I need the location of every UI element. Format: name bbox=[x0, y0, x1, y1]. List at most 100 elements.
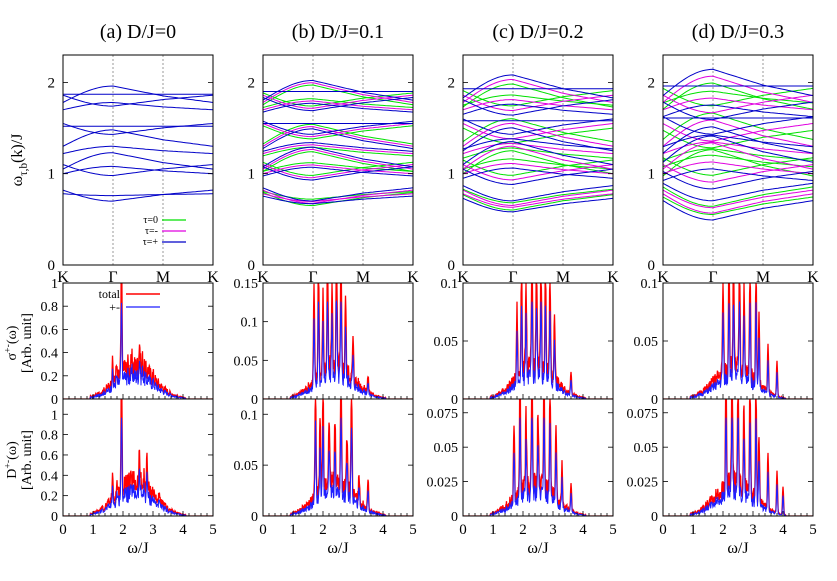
band-line bbox=[462, 147, 614, 159]
y-tick-label: 1 bbox=[648, 167, 656, 183]
band-line bbox=[262, 80, 414, 101]
y-tick-label: 0 bbox=[448, 258, 456, 274]
x-tick-label: 1 bbox=[489, 522, 497, 538]
spectrum-frame bbox=[462, 398, 614, 517]
y-tick-label: 0 bbox=[248, 258, 256, 274]
band-line bbox=[662, 149, 814, 177]
x-tick-label: 2 bbox=[119, 522, 127, 538]
band-line bbox=[462, 167, 614, 179]
band-line bbox=[462, 141, 614, 166]
legend-label: τ=- bbox=[145, 226, 158, 237]
band-line bbox=[462, 99, 614, 116]
band-line bbox=[662, 134, 814, 148]
band-line bbox=[62, 85, 214, 103]
band-line bbox=[262, 123, 414, 138]
y-tick-label: 0.075 bbox=[627, 407, 659, 422]
x-tick-label: 2 bbox=[319, 522, 327, 538]
band-line bbox=[662, 101, 814, 121]
dens-ylabel-unit: [Arb. unit] bbox=[20, 430, 35, 490]
band-line bbox=[462, 185, 614, 202]
band-line bbox=[262, 94, 414, 109]
x-tick-label: 1 bbox=[289, 522, 297, 538]
spectrum-frame bbox=[662, 398, 814, 517]
y-tick-label: 0.1 bbox=[241, 316, 259, 331]
band-line bbox=[462, 189, 614, 207]
total-line bbox=[263, 399, 413, 516]
band-legend: τ=0τ=-τ=+ bbox=[143, 215, 186, 248]
y-tick-label: 2 bbox=[448, 75, 456, 91]
y-tick-label: 0.2 bbox=[41, 370, 59, 385]
band-line bbox=[262, 187, 414, 202]
band-line bbox=[462, 118, 614, 143]
legend-label: τ=+ bbox=[143, 237, 159, 248]
y-tick-label: 0.025 bbox=[627, 476, 659, 491]
y-tick-label: 2 bbox=[48, 75, 56, 91]
band-line bbox=[462, 197, 614, 213]
band-line bbox=[462, 99, 614, 111]
band-line bbox=[262, 146, 414, 168]
band-line bbox=[662, 164, 814, 183]
pm-line bbox=[63, 302, 213, 399]
x-axis-label: ω/J bbox=[327, 540, 348, 557]
spectrum-frame bbox=[62, 398, 214, 517]
x-tick-label: K bbox=[657, 269, 669, 286]
y-tick-label: 1 bbox=[448, 167, 456, 183]
band-line bbox=[62, 123, 214, 135]
panel-title: (a) D/J=0 bbox=[100, 21, 176, 43]
x-tick-label: 4 bbox=[579, 522, 587, 538]
y-tick-label: 0.6 bbox=[41, 449, 59, 464]
band-line bbox=[262, 189, 414, 204]
pm-line bbox=[463, 417, 613, 516]
x-tick-label: M bbox=[356, 269, 370, 286]
band-line bbox=[62, 94, 214, 107]
y-tick-label: 2 bbox=[248, 75, 256, 91]
x-tick-label: K bbox=[257, 269, 269, 286]
band-line bbox=[462, 193, 614, 208]
band-line bbox=[662, 186, 814, 207]
x-tick-label: 2 bbox=[519, 522, 527, 538]
band-line bbox=[462, 150, 614, 175]
band-ylabel: ωτ,b​(k)/J bbox=[9, 134, 30, 187]
band-panel: 0 1 2 K Γ M K bbox=[248, 54, 419, 286]
x-tick-label: 4 bbox=[379, 522, 387, 538]
band-line bbox=[662, 141, 814, 155]
band-line bbox=[662, 87, 814, 107]
y-tick-label: 0.05 bbox=[634, 441, 659, 456]
band-line bbox=[662, 170, 814, 190]
x-tick-label: 1 bbox=[689, 522, 697, 538]
x-tick-label: 5 bbox=[809, 522, 817, 538]
x-tick-label: 3 bbox=[349, 522, 357, 538]
pm-line bbox=[263, 299, 413, 399]
band-line bbox=[662, 94, 814, 114]
pm-line bbox=[63, 417, 213, 516]
band-line bbox=[662, 161, 814, 175]
dens-ylabel: D+-​(ω) bbox=[2, 441, 20, 479]
spectrum-legend: total+- bbox=[99, 287, 160, 314]
band-line bbox=[662, 82, 814, 110]
band-line bbox=[462, 127, 614, 144]
x-tick-label: 0 bbox=[259, 522, 267, 538]
x-tick-label: 0 bbox=[459, 522, 467, 538]
band-line bbox=[262, 195, 414, 205]
band-line bbox=[662, 129, 814, 149]
band-line bbox=[662, 104, 814, 118]
dens-panel: 0 0.025 0.05 0.075 bbox=[627, 398, 814, 525]
x-tick-label: Γ bbox=[108, 269, 117, 286]
y-tick-label: 0 bbox=[251, 393, 258, 408]
dens-panel: 0 0.025 0.05 0.075 bbox=[427, 398, 614, 525]
pm-line bbox=[663, 301, 813, 399]
band-line bbox=[662, 157, 814, 176]
band-line bbox=[462, 168, 614, 186]
band-line bbox=[62, 164, 214, 176]
x-tick-label: M bbox=[756, 269, 770, 286]
y-tick-label: 0.4 bbox=[41, 347, 59, 362]
y-tick-label: 0 bbox=[251, 510, 258, 525]
y-tick-label: 0.6 bbox=[41, 323, 59, 338]
y-tick-label: 1 bbox=[48, 167, 56, 183]
y-tick-label: 2 bbox=[648, 75, 656, 91]
band-line bbox=[62, 145, 214, 155]
y-tick-label: 0.05 bbox=[634, 335, 659, 350]
band-line bbox=[662, 154, 814, 168]
panel-title: (b) D/J=0.1 bbox=[292, 21, 384, 43]
y-tick-label: 0.1 bbox=[241, 408, 259, 423]
